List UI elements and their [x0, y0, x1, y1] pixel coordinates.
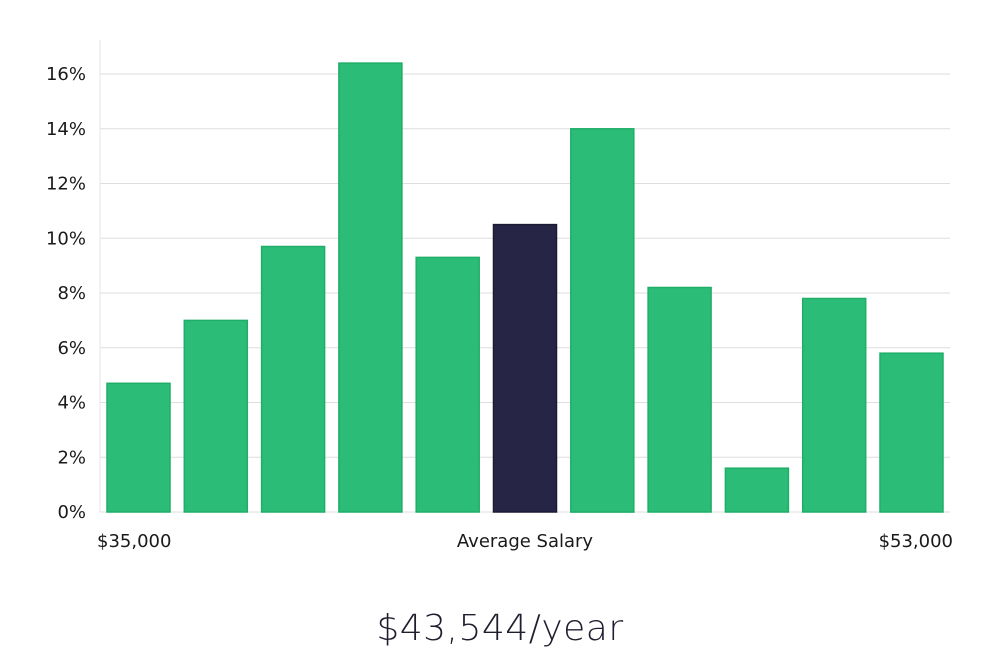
bar [183, 319, 249, 513]
salary-histogram-chart: 0% 2% 4% 6% 8% 10% 12% 14% 16% $35,000 Average S… [46, 40, 953, 552]
x-axis-label: Average Salary [457, 531, 594, 552]
y-tick-label: 2% [57, 447, 86, 468]
y-tick-label: 6% [57, 338, 86, 359]
y-tick-label: 16% [46, 64, 86, 85]
bar [415, 256, 480, 513]
bar [724, 467, 790, 513]
y-axis-tick-labels: 0% 2% 4% 6% 8% 10% 12% 14% 16% [46, 64, 86, 523]
x-max-label: $53,000 [879, 531, 953, 552]
y-tick-label: 0% [57, 502, 86, 523]
y-tick-label: 10% [46, 228, 86, 249]
bar [801, 297, 867, 513]
bar [260, 245, 326, 513]
average-salary-value: $43,544/year [376, 608, 624, 649]
bar [570, 128, 635, 513]
bar-highlighted [492, 223, 558, 513]
y-tick-label: 4% [57, 393, 86, 414]
bars [106, 62, 944, 513]
bar [338, 62, 403, 513]
bar [647, 286, 712, 513]
y-tick-label: 12% [46, 174, 86, 195]
y-tick-label: 8% [57, 283, 86, 304]
bar [879, 352, 944, 513]
x-min-label: $35,000 [97, 531, 171, 552]
bar [106, 382, 171, 513]
y-tick-label: 14% [46, 119, 86, 140]
